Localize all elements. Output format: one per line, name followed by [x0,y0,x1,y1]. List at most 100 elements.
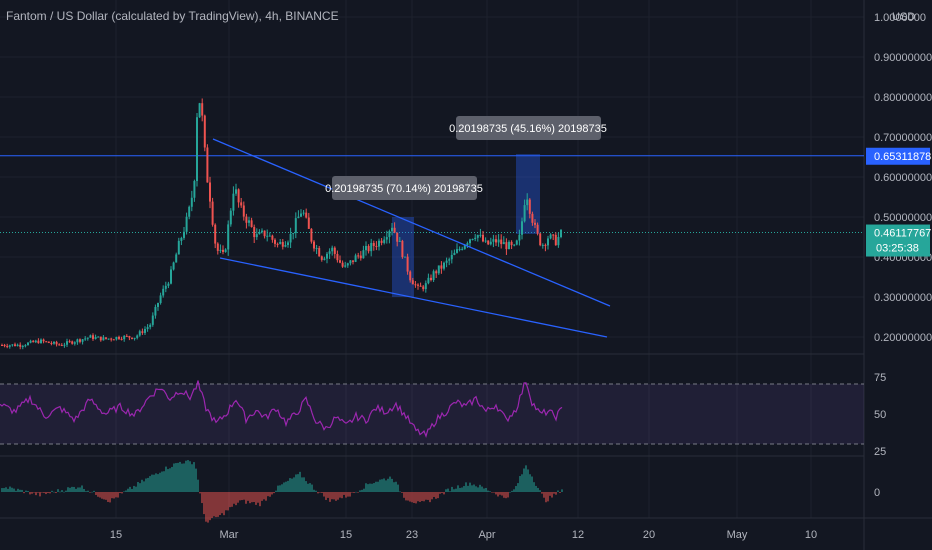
macd-bar [449,491,451,492]
candle-body [76,339,79,343]
macd-bar [149,476,151,492]
macd-bar [553,492,555,494]
macd-bar [41,492,43,493]
macd-bar [187,460,189,492]
macd-bar [383,478,385,492]
candle-body [560,230,562,238]
macd-bar [407,492,409,501]
macd-bar [451,486,453,492]
macd-bar [257,492,259,503]
macd-bar [111,492,113,499]
macd-bar [51,490,53,492]
macd-bar [61,490,63,492]
candle-body [214,224,217,244]
macd-bar [527,469,529,492]
macd-bar [483,488,485,492]
candle-body [47,341,50,343]
macd-bar [443,492,445,495]
macd-bar [115,492,117,498]
macd-bar [221,492,223,514]
candle-body [232,193,235,211]
time-tick: May [727,529,748,541]
candle-body [476,235,479,238]
macd-bar [393,482,395,492]
candle-body [149,324,152,328]
rsi-axis[interactable]: 75 50 25 [874,372,886,458]
macd-bar [247,492,249,501]
macd-bar [77,487,79,492]
macd-bar [533,482,535,492]
macd-bar [119,492,121,494]
candle-body [458,248,461,250]
macd-bar [205,492,207,522]
hline-price-tag[interactable]: 0.65311878 [866,147,931,165]
candle-body [11,344,14,346]
macd-bar [245,492,247,504]
trendline-upper[interactable] [212,138,611,307]
macd-bar [143,481,145,492]
candle-body [331,247,334,252]
candle-body [105,337,107,339]
macd-bar [525,465,527,492]
candle-body [406,256,409,272]
macd-bar [303,477,305,492]
macd-bar [27,491,29,492]
candle-body [365,245,367,251]
macd-bar [109,492,111,503]
candle-body [391,227,393,232]
macd-bar [395,481,397,492]
candle-body [526,199,529,206]
macd-bar [253,492,255,503]
macd-bar [509,491,511,493]
candle-body [427,277,430,284]
candles-layer [1,98,562,350]
macd-tick-0[interactable]: 0 [874,487,880,499]
candle-body [29,340,32,343]
candle-body [300,213,302,217]
candle-body [261,230,263,232]
measure-label-1[interactable]: 0.20198735 (70.14%) 20198735 [325,176,483,200]
candle-body [146,327,149,330]
candle-body [463,244,466,249]
candle-body [115,336,118,340]
macd-bar [347,492,349,497]
macd-bar [433,492,435,497]
macd-bar [131,488,133,492]
macd-bar [497,492,499,497]
candle-body [339,260,341,263]
macd-bar [503,492,505,498]
candle-body [302,212,305,214]
measure-box-2[interactable] [516,154,540,234]
time-axis[interactable]: 15 Mar 15 23 Apr 12 20 May 10 [110,529,817,541]
candle-body [318,248,321,257]
last-price-tag[interactable]: 0.46117767 03:25:38 [866,224,931,257]
macd-bar [529,474,531,492]
trendline-lower[interactable] [219,257,608,338]
macd-bar [381,479,383,492]
macd-bar [53,491,55,493]
symbol-title[interactable]: Fantom / US Dollar (calculated by Tradin… [6,9,339,23]
candle-body [242,205,245,217]
macd-bar [237,492,239,503]
candle-body [315,248,318,250]
price-axis[interactable]: 0.200000000.300000000.400000000.50000000… [874,12,932,344]
currency-label[interactable]: USD [892,11,915,23]
candle-body [224,249,227,252]
candle-body [94,337,97,339]
candle-body [388,231,391,238]
macd-bar [273,492,275,494]
macd-bar [337,492,339,500]
macd-bar [561,489,563,492]
candle-body [170,269,172,284]
macd-bar [505,492,507,499]
macd-bar [445,489,447,492]
macd-bar [309,483,311,492]
candle-body [500,239,503,245]
macd-bar [327,492,329,498]
macd-bar [513,489,515,492]
candle-body [136,335,139,338]
measure-label-2[interactable]: 0.20198735 (45.16%) 20198735 [449,116,607,140]
macd-bar [307,483,309,492]
macd-bar [507,492,509,498]
